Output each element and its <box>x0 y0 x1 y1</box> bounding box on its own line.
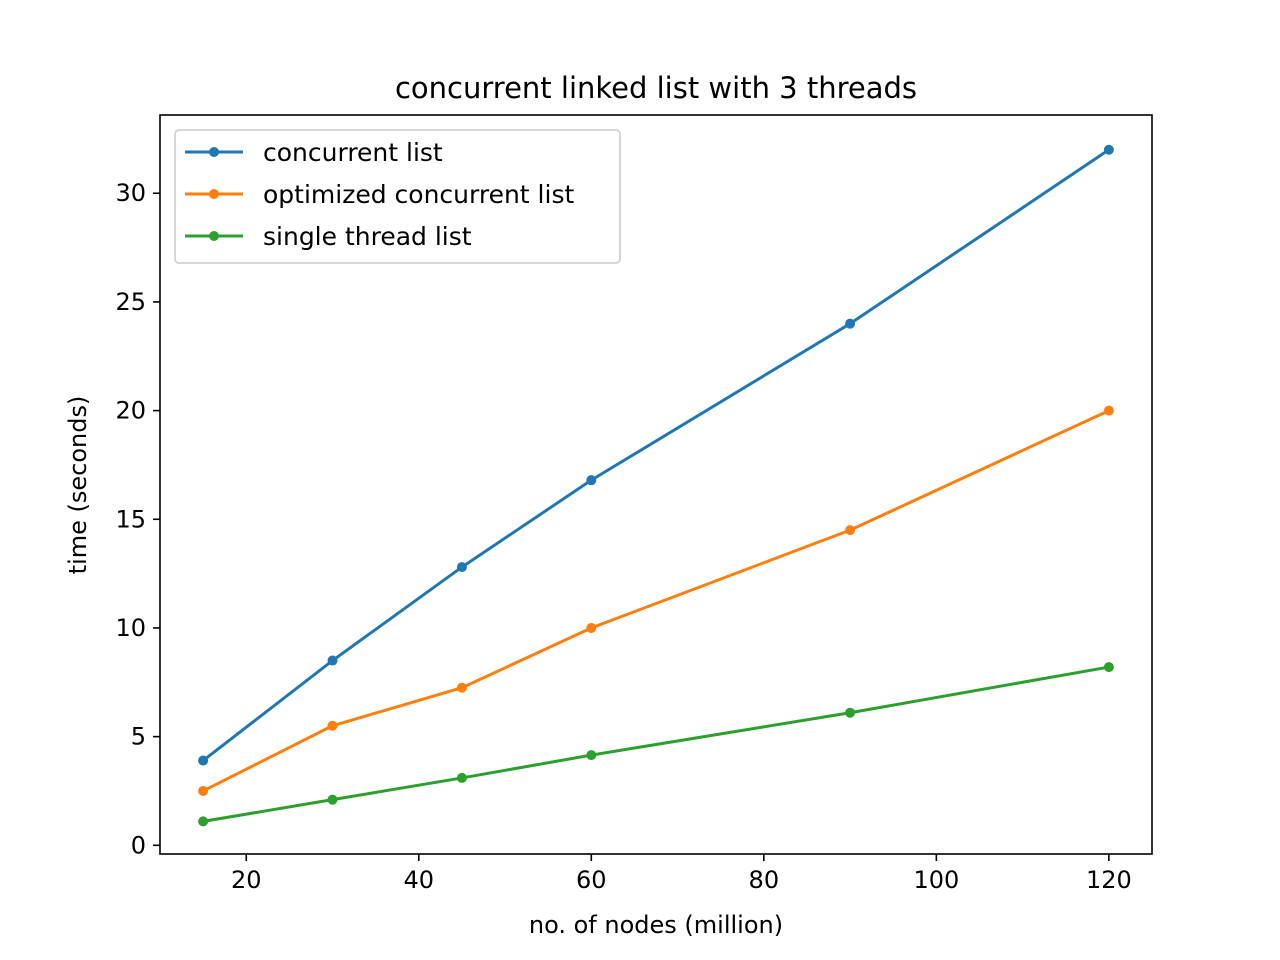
x-tick-label: 120 <box>1086 866 1132 894</box>
y-axis-label: time (seconds) <box>64 396 92 575</box>
data-point <box>1103 662 1114 673</box>
x-tick-label: 20 <box>231 866 262 894</box>
data-point <box>1103 405 1114 416</box>
legend-item: optimized concurrent list <box>185 180 574 209</box>
legend-label: single thread list <box>263 222 472 251</box>
legend-item: concurrent list <box>185 138 443 167</box>
series-3 <box>198 662 1114 827</box>
x-tick-label: 40 <box>404 866 435 894</box>
chart-title: concurrent linked list with 3 threads <box>395 71 917 105</box>
data-point <box>586 622 597 633</box>
data-point <box>327 794 338 805</box>
legend-label: concurrent list <box>263 138 443 167</box>
data-point <box>327 655 338 666</box>
legend-marker <box>209 189 219 199</box>
data-point <box>456 682 467 693</box>
x-axis-label: no. of nodes (million) <box>529 911 783 939</box>
legend-marker <box>209 231 219 241</box>
y-tick-label: 5 <box>131 723 146 751</box>
y-tick-label: 15 <box>115 505 146 533</box>
series-1 <box>198 144 1114 766</box>
data-point <box>586 475 597 486</box>
series-line <box>202 148 1110 762</box>
legend: concurrent list optimized concurrent list… <box>174 129 621 264</box>
data-point <box>198 755 209 766</box>
series-line <box>202 409 1110 793</box>
data-point <box>456 562 467 573</box>
y-tick-label: 20 <box>115 397 146 425</box>
legend-marker <box>209 147 219 157</box>
x-tick-label: 80 <box>749 866 780 894</box>
y-tick-label: 30 <box>115 179 146 207</box>
data-point <box>845 525 856 536</box>
data-point <box>198 816 209 827</box>
data-point <box>845 707 856 718</box>
series-layer <box>198 144 1114 827</box>
data-point <box>198 785 209 796</box>
data-point <box>586 750 597 761</box>
data-point <box>845 318 856 329</box>
y-tick-label: 25 <box>115 288 146 316</box>
data-point <box>456 772 467 783</box>
data-point <box>1103 144 1114 155</box>
x-tick-label: 60 <box>576 866 607 894</box>
axis-ticks: 20 40 60 80 100 120 0 5 10 15 20 25 30 <box>115 179 1131 894</box>
y-tick-label: 0 <box>131 831 146 859</box>
y-tick-label: 10 <box>115 614 146 642</box>
legend-label: optimized concurrent list <box>263 180 574 209</box>
x-tick-label: 100 <box>913 866 959 894</box>
series-2 <box>198 405 1114 796</box>
legend-item: single thread list <box>185 222 472 251</box>
data-point <box>327 720 338 731</box>
series-line <box>202 665 1110 823</box>
legend-frame <box>174 129 621 264</box>
